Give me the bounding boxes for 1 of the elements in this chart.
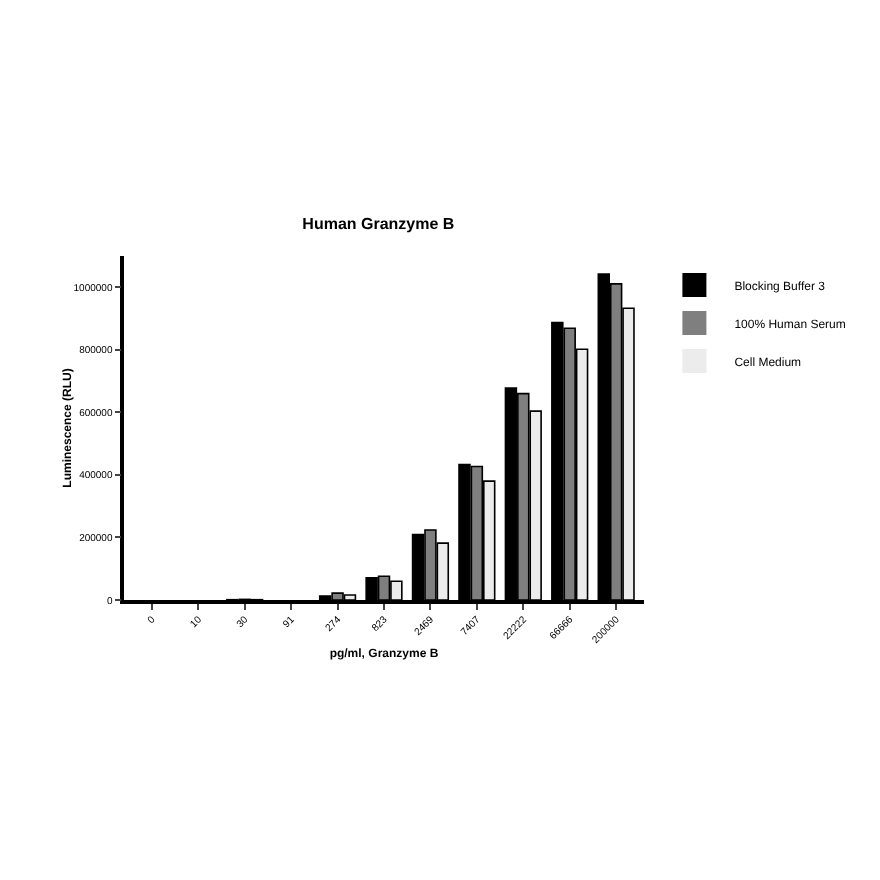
- chart-title: Human Granzyme B: [302, 214, 455, 233]
